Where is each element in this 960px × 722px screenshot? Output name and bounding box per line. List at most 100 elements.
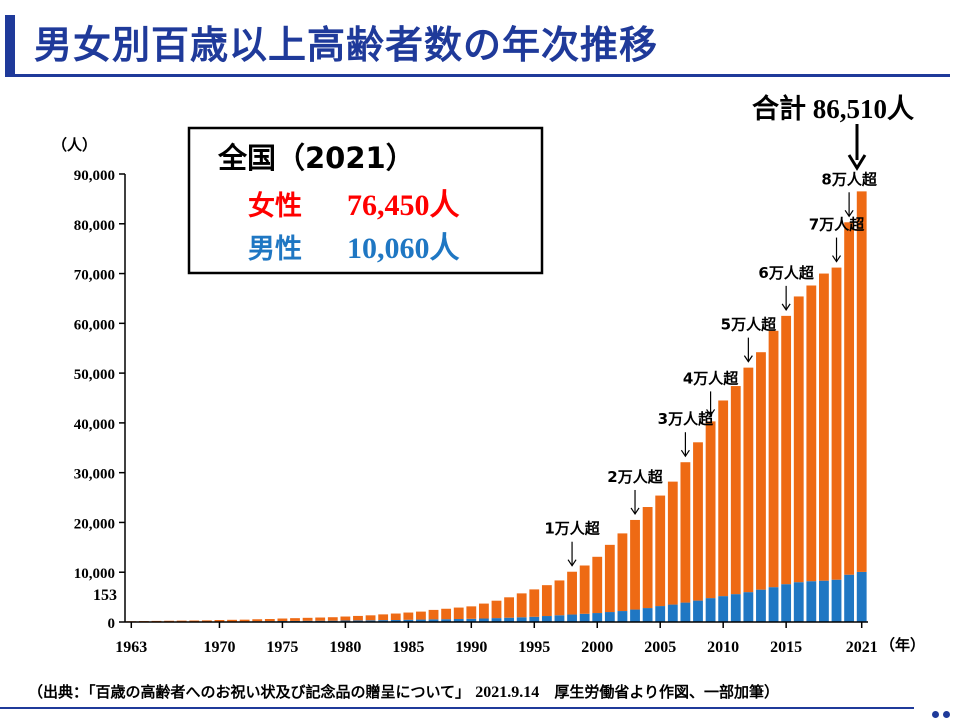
bar-female <box>429 610 439 619</box>
bar-female <box>403 613 413 620</box>
x-tick-label: 2021 <box>846 639 878 656</box>
bar-female <box>781 316 791 584</box>
bar-male <box>567 615 577 622</box>
milestone-label: 2万人超 <box>607 468 663 486</box>
y-tick-label: 20,000 <box>74 516 115 532</box>
bar-female <box>592 557 602 613</box>
bar-male <box>806 581 816 622</box>
y-tick-label: 30,000 <box>74 467 115 483</box>
bar-male <box>731 594 741 622</box>
bar-female <box>718 400 728 596</box>
bar-male <box>592 613 602 622</box>
male-label: 男性 <box>248 234 302 265</box>
bar-female <box>366 615 376 620</box>
total-note: 合計 86,510人 <box>752 93 914 124</box>
y-tick-label: 70,000 <box>74 268 115 284</box>
bar-female <box>517 593 527 617</box>
x-tick-label: 2000 <box>581 639 613 656</box>
bar-male <box>794 582 804 622</box>
bar-female <box>240 620 250 622</box>
y-tick-label: 0 <box>108 616 116 632</box>
x-tick-label: 1970 <box>203 639 235 656</box>
bar-female <box>454 608 464 619</box>
bar-female <box>731 386 741 594</box>
bar-male <box>618 611 628 622</box>
bar-male <box>781 584 791 622</box>
bar-female <box>706 421 716 598</box>
bar-male <box>605 612 615 622</box>
y-tick-label: 80,000 <box>74 218 115 234</box>
bar-male <box>643 608 653 622</box>
bar-female <box>466 606 476 618</box>
bar-female <box>844 222 854 574</box>
y-axis-ticks: 0 10,000 20,000 30,000 40,000 50,000 60,000 70,… <box>74 168 125 632</box>
bar-female <box>857 191 867 572</box>
bar-male <box>655 606 665 622</box>
bar-female <box>441 609 451 619</box>
x-tick-label: 1975 <box>266 639 298 656</box>
source-prefix: （出典：「百歳の高齢者へのお祝い状及び記念品の贈呈について」 <box>28 683 470 701</box>
bar-female <box>303 618 313 621</box>
footer-rule <box>0 707 914 709</box>
milestone-label: 1万人超 <box>544 520 600 538</box>
summary-heading: 全国（2021） <box>217 141 415 175</box>
bar-male <box>844 575 854 622</box>
bar-female <box>252 619 262 621</box>
bar-female <box>328 617 338 620</box>
milestone-label: 4万人超 <box>683 369 739 387</box>
bar-female <box>580 566 590 614</box>
source-suffix: 厚生労働省より作図、一部加筆） <box>554 683 779 701</box>
milestone-label: 5万人超 <box>721 316 777 334</box>
bar-chart: 0 10,000 20,000 30,000 40,000 50,000 60,000 70,… <box>0 0 960 680</box>
bar-male <box>819 581 829 622</box>
y-tick-label: 10,000 <box>74 566 115 582</box>
bar-male <box>529 617 539 622</box>
bar-male <box>756 590 766 622</box>
x-tick-label: 1963 <box>115 639 147 656</box>
source-date: 2021.9.14 <box>475 684 539 701</box>
y-tick-label: 50,000 <box>74 367 115 383</box>
total-arrow-icon <box>849 124 865 168</box>
bar-female <box>794 296 804 582</box>
bar-female <box>769 331 779 587</box>
milestone-label: 7万人超 <box>809 216 865 234</box>
bar-female <box>743 368 753 592</box>
bar-male <box>580 614 590 622</box>
bar-female <box>756 352 766 589</box>
x-tick-label: 1980 <box>329 639 361 656</box>
bar-female <box>315 618 325 621</box>
bar-male <box>718 596 728 622</box>
female-value: 76,450人 <box>347 189 460 222</box>
x-axis-unit-label: （年） <box>880 636 925 654</box>
x-tick-label: 2015 <box>770 639 802 656</box>
bar-female <box>819 274 829 581</box>
first-bar-value-label: 153 <box>93 587 117 604</box>
bar-female <box>290 618 300 621</box>
bar-female <box>680 462 690 602</box>
bar-female <box>618 533 628 611</box>
bar-male <box>706 598 716 622</box>
milestone-label: 3万人超 <box>658 410 714 428</box>
bar-female <box>227 620 237 622</box>
milestone-label: 8万人超 <box>821 170 877 188</box>
x-tick-label: 1995 <box>518 639 550 656</box>
y-tick-label: 40,000 <box>74 417 115 433</box>
bar-female <box>416 612 426 620</box>
x-tick-label: 2005 <box>644 639 676 656</box>
bar-female <box>655 496 665 607</box>
bar-female <box>492 601 502 618</box>
bar-female <box>605 545 615 612</box>
bar-male <box>555 615 565 622</box>
bar-female <box>278 619 288 621</box>
bar-male <box>743 592 753 622</box>
bar-female <box>643 507 653 608</box>
bar-male <box>668 605 678 622</box>
source-citation: （出典：「百歳の高齢者へのお祝い状及び記念品の贈呈について」 2021.9.14… <box>28 681 779 702</box>
summary-box: 全国（2021） 女性 76,450人 男性 10,060人 <box>189 128 542 273</box>
bar-female <box>555 580 565 615</box>
bar-female <box>693 442 703 600</box>
x-tick-label: 2010 <box>707 639 739 656</box>
y-tick-label: 60,000 <box>74 317 115 333</box>
bar-male <box>680 603 690 622</box>
